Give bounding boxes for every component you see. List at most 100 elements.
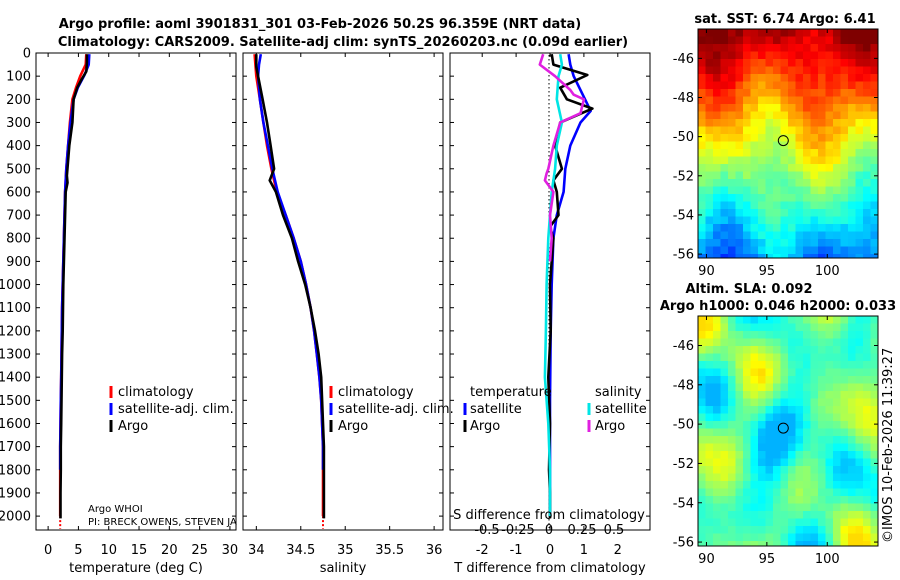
heatmap-cell	[728, 398, 737, 407]
heatmap-cell	[795, 428, 804, 437]
heatmap-cell	[728, 186, 737, 195]
heatmap-cell	[848, 164, 857, 173]
heatmap-cell	[840, 149, 849, 158]
heatmap-cell	[803, 481, 812, 490]
temperature-panel: 0100200300400500600700800900100011001200…	[0, 47, 238, 577]
heatmap-cell	[773, 398, 782, 407]
series-line-t-satellite	[548, 53, 593, 517]
heatmap-cell	[840, 391, 849, 400]
heatmap-cell	[765, 338, 774, 347]
heatmap-cell	[728, 338, 737, 347]
heatmap-cell	[720, 156, 729, 165]
heatmap-cell	[765, 164, 774, 173]
heatmap-cell	[795, 496, 804, 505]
heatmap-cell	[870, 338, 878, 347]
heatmap-cell	[705, 59, 714, 68]
heatmap-cell	[795, 224, 804, 233]
heatmap-cell	[863, 209, 872, 218]
heatmap-cell	[728, 526, 737, 535]
heatmap-cell	[810, 376, 819, 385]
heatmap-cell	[825, 66, 834, 75]
heatmap-cell	[795, 361, 804, 370]
heatmap-cell	[855, 331, 864, 340]
heatmap-cell	[720, 246, 729, 255]
heatmap-cell	[765, 428, 774, 437]
heatmap-cell	[848, 511, 857, 520]
heatmap-cell	[758, 126, 767, 135]
heatmap-cell	[855, 428, 864, 437]
heatmap-cell	[833, 466, 842, 475]
heatmap-cell	[863, 338, 872, 347]
heatmap-cell	[825, 119, 834, 128]
heatmap-cell	[713, 81, 722, 90]
heatmap-cell	[705, 376, 714, 385]
heatmap-cell	[758, 141, 767, 150]
heatmap-cell	[863, 316, 872, 325]
heatmap-cell	[705, 511, 714, 520]
heatmap-cell	[743, 179, 752, 188]
heatmap-cell	[735, 59, 744, 68]
heatmap-cell	[735, 383, 744, 392]
heatmap-cell	[848, 29, 857, 38]
heatmap-cell	[743, 496, 752, 505]
heatmap-cell	[788, 331, 797, 340]
heatmap-cell	[773, 254, 782, 258]
heatmap-cell	[728, 194, 737, 203]
heatmap-cell	[728, 89, 737, 98]
heatmap-cell	[870, 353, 878, 362]
heatmap-cell	[863, 458, 872, 467]
heatmap-cell	[720, 149, 729, 158]
x-tick-label: 5	[74, 543, 82, 558]
heatmap-cell	[788, 209, 797, 218]
heatmap-cell	[855, 164, 864, 173]
heatmap-cell	[743, 209, 752, 218]
x-tick-label: 30	[222, 543, 239, 558]
heatmap-cell	[855, 59, 864, 68]
heatmap-cell	[728, 541, 737, 546]
y-tick-label: 300	[6, 116, 31, 131]
heatmap-cell	[818, 201, 827, 210]
heatmap-cell	[810, 66, 819, 75]
heatmap-cell	[720, 406, 729, 415]
heatmap-cell	[795, 201, 804, 210]
heatmap-cell	[780, 74, 789, 83]
heatmap-cell	[818, 254, 827, 258]
heatmap-cell	[758, 361, 767, 370]
heatmap-cell	[825, 164, 834, 173]
heatmap-cell	[765, 511, 774, 520]
heatmap-cell	[773, 36, 782, 45]
heatmap-cell	[803, 111, 812, 120]
heatmap-cell	[788, 186, 797, 195]
heatmap-cell	[833, 428, 842, 437]
heatmap-cell	[848, 216, 857, 225]
heatmap-cell	[840, 368, 849, 377]
heatmap-cell	[743, 316, 752, 325]
heatmap-cell	[788, 66, 797, 75]
heatmap-cell	[870, 458, 878, 467]
y-tick-label: 100	[6, 70, 31, 85]
y-tick-label: 900	[6, 255, 31, 270]
heatmap-cell	[743, 518, 752, 527]
heatmap-cell	[713, 458, 722, 467]
heatmap-cell	[743, 391, 752, 400]
heatmap-cell	[720, 346, 729, 355]
heatmap-cell	[825, 458, 834, 467]
heatmap-cell	[750, 186, 759, 195]
heatmap-cell	[758, 376, 767, 385]
heatmap-cell	[818, 421, 827, 430]
heatmap-cell	[698, 119, 707, 128]
heatmap-cell	[735, 406, 744, 415]
heatmap-cell	[720, 458, 729, 467]
heatmap-cell	[773, 201, 782, 210]
heatmap-cell	[803, 149, 812, 158]
heatmap-cell	[818, 89, 827, 98]
heatmap-cell	[713, 51, 722, 60]
heatmap-cell	[728, 254, 737, 258]
heatmap-cell	[855, 224, 864, 233]
heatmap-cell	[735, 231, 744, 240]
heatmap-cell	[818, 413, 827, 422]
heatmap-cell	[855, 111, 864, 120]
heatmap-cell	[810, 149, 819, 158]
heatmap-cell	[848, 451, 857, 460]
heatmap-cell	[728, 239, 737, 248]
